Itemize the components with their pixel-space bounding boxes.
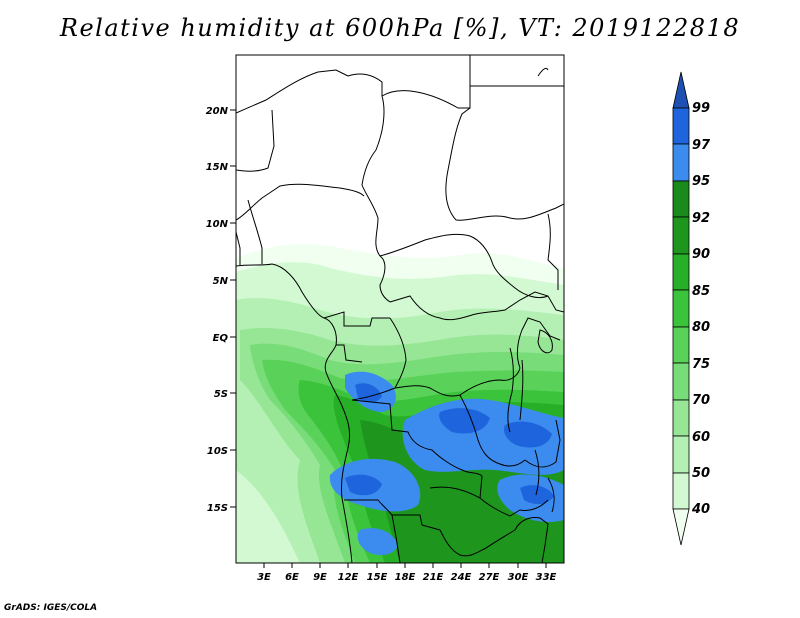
footer-credit: GrADS: IGES/COLA (4, 603, 98, 613)
colorbar-segment-85 (672, 289, 690, 328)
humidity-band-97 (345, 383, 554, 505)
lon-label-33e: 33E (536, 572, 557, 583)
colorbar-segment-92 (672, 216, 690, 255)
lat-label-15s: 15S (207, 503, 228, 514)
lat-label-10s: 10S (207, 446, 228, 457)
lon-label-30e: 30E (508, 572, 529, 583)
colorbar-label-85: 85 (692, 284, 711, 299)
colorbar-top-arrow (672, 71, 690, 109)
lon-label-21e: 21E (423, 572, 444, 583)
lon-label-9e: 9E (313, 572, 327, 583)
lon-label-18e: 18E (395, 572, 416, 583)
colorbar-label-99: 99 (692, 101, 711, 116)
lon-label-6e: 6E (285, 572, 299, 583)
colorbar-segment-50 (672, 472, 690, 510)
colorbar-label-92: 92 (692, 211, 711, 226)
country-borders (236, 55, 564, 563)
colorbar-segment-95 (672, 180, 690, 218)
lat-label-15n: 15N (206, 162, 229, 173)
longitude-axis: 3E 6E 9E 12E 15E 18E 21E 24E 27E 30E 33E (257, 563, 557, 583)
colorbar-label-75: 75 (692, 357, 711, 372)
lon-label-12e: 12E (338, 572, 359, 583)
lat-label-20n: 20N (206, 106, 229, 117)
colorbar-label-70: 70 (692, 393, 711, 408)
lon-label-27e: 27E (479, 572, 500, 583)
colorbar-segment-90 (672, 253, 690, 291)
colorbar-bottom-arrow (672, 508, 690, 546)
lat-label-5s: 5S (214, 389, 228, 400)
colorbar-segment-60 (672, 435, 690, 474)
lon-label-3e: 3E (257, 572, 271, 583)
colorbar-label-95: 95 (692, 174, 711, 189)
colorbar-label-90: 90 (692, 247, 711, 262)
colorbar-segment-75 (672, 362, 690, 401)
humidity-field (236, 244, 564, 563)
colorbar-label-60: 60 (692, 430, 711, 445)
colorbar-segment-80 (672, 326, 690, 364)
latitude-axis: 20N 15N 10N 5N EQ 5S 10S 15S (206, 106, 236, 514)
colorbar-segment-70 (672, 399, 690, 437)
colorbar-label-50: 50 (692, 466, 711, 481)
map-frame (235, 54, 565, 564)
lat-label-10n: 10N (206, 219, 229, 230)
colorbar-label-97: 97 (692, 138, 711, 153)
colorbar-segment-97 (672, 143, 690, 182)
map-title: Relative humidity at 600hPa [%], VT: 201… (59, 14, 741, 42)
lat-label-eq: EQ (213, 333, 229, 344)
colorbar-label-80: 80 (692, 320, 711, 335)
lon-label-24e: 24E (451, 572, 472, 583)
colorbar-segment-99 (672, 107, 690, 145)
colorbar-label-40: 40 (692, 502, 711, 517)
lon-label-15e: 15E (367, 572, 388, 583)
colorbar (672, 71, 690, 546)
lat-label-5n: 5N (213, 276, 229, 287)
